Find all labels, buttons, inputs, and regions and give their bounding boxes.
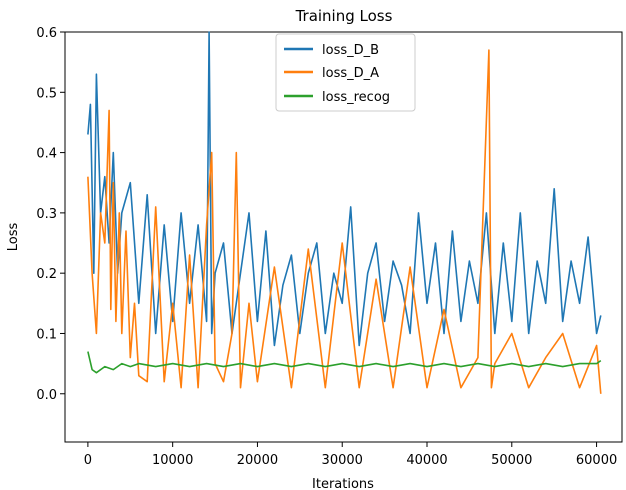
y-tick-label: 0.0 bbox=[36, 388, 57, 403]
x-tick-label: 0 bbox=[84, 453, 92, 468]
y-tick-label: 0.4 bbox=[36, 147, 57, 162]
x-tick-label: 10000 bbox=[152, 453, 193, 468]
x-axis: 0 10000 20000 30000 40000 50000 60000 bbox=[84, 442, 617, 468]
y-tick-label: 0.3 bbox=[36, 207, 57, 222]
series-line-loss-d-a bbox=[87, 49, 602, 394]
y-tick-label: 0.1 bbox=[36, 327, 57, 342]
chart-title: Training Loss bbox=[295, 7, 393, 25]
legend-box bbox=[275, 33, 416, 112]
x-tick-label: 30000 bbox=[322, 453, 363, 468]
y-tick-label: 0.5 bbox=[36, 86, 57, 101]
x-tick-label: 50000 bbox=[491, 453, 532, 468]
legend-label-loss-d-b: loss_D_B bbox=[322, 43, 379, 58]
y-tick-label: 0.6 bbox=[36, 26, 57, 41]
series-line-loss-d-b bbox=[87, 31, 602, 347]
x-axis-label: Iterations bbox=[312, 477, 374, 490]
y-tick-label: 0.2 bbox=[36, 267, 57, 282]
legend-label-loss-recog: loss_recog bbox=[322, 90, 390, 105]
x-tick-label: 40000 bbox=[406, 453, 447, 468]
x-tick-label: 20000 bbox=[237, 453, 278, 468]
y-axis-label: Loss bbox=[6, 223, 21, 252]
legend-label-loss-d-a: loss_D_A bbox=[322, 66, 379, 81]
x-tick-label: 60000 bbox=[576, 453, 617, 468]
legend: loss_D_B loss_D_A loss_recog bbox=[275, 33, 416, 112]
series-lines bbox=[87, 31, 602, 394]
series-line-loss-recog bbox=[87, 351, 602, 374]
y-axis: 0.0 0.1 0.2 0.3 0.4 0.5 0.6 bbox=[36, 26, 65, 403]
